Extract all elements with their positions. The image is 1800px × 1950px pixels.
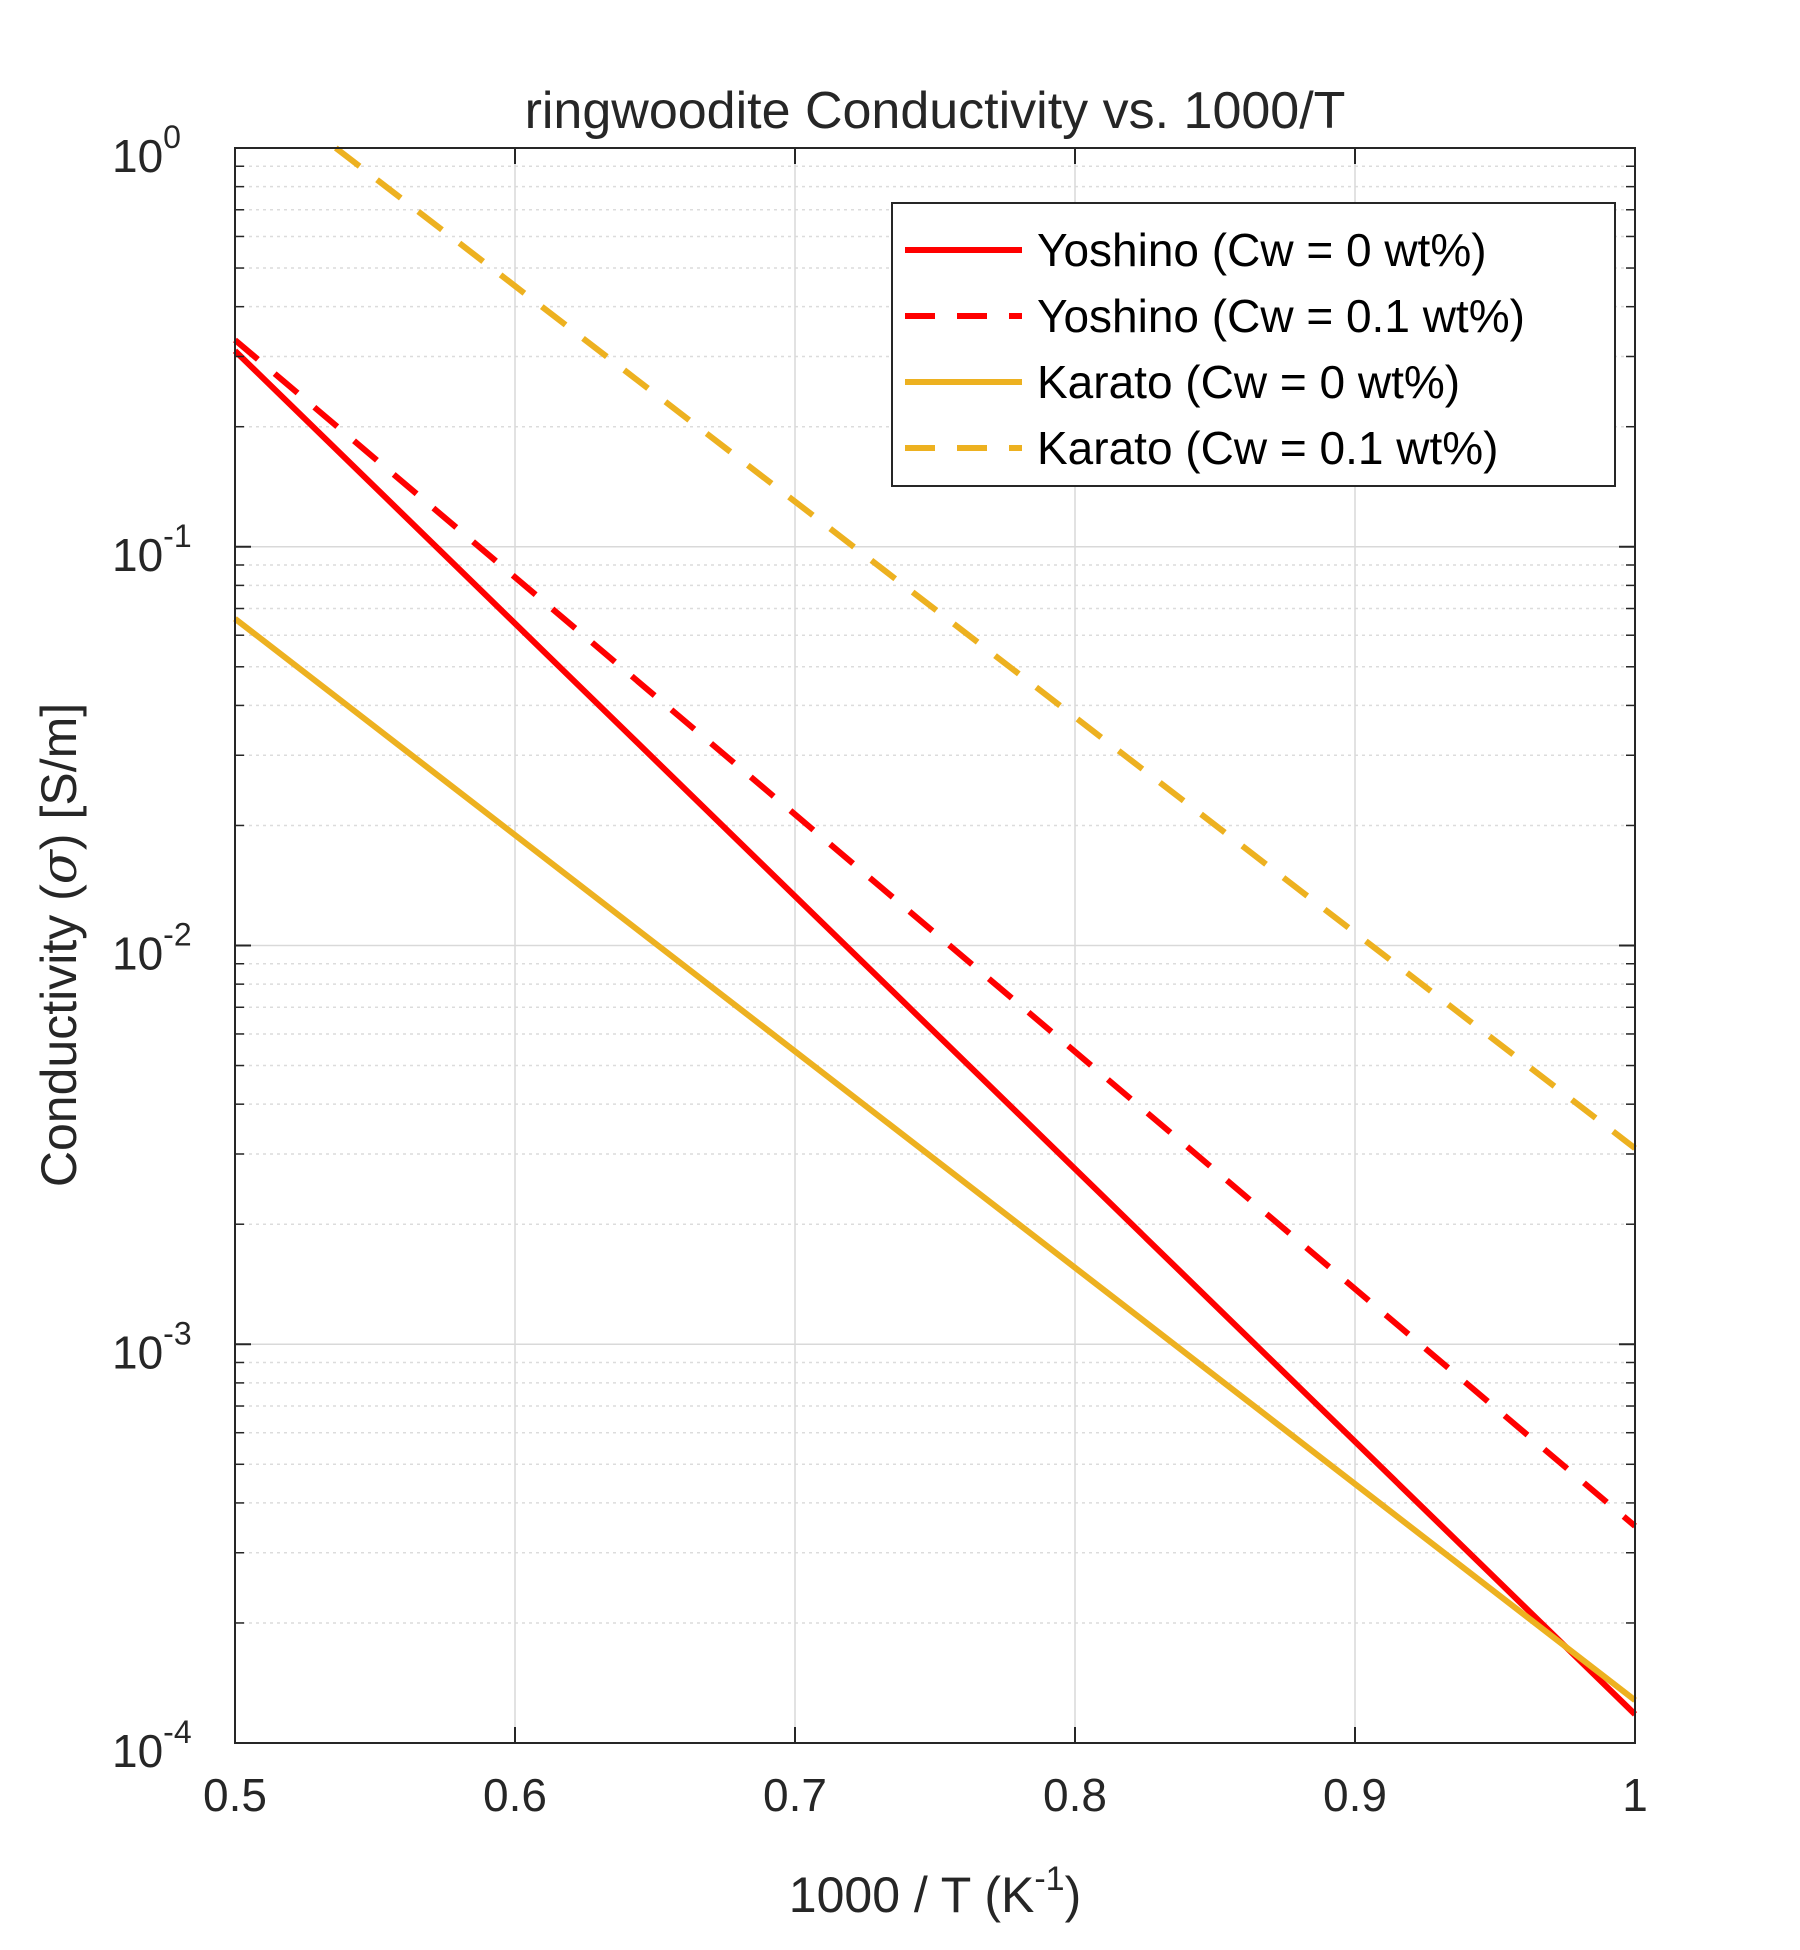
legend-label: Yoshino (Cw = 0 wt%): [1037, 224, 1487, 276]
legend-label: Karato (Cw = 0.1 wt%): [1037, 422, 1498, 474]
legend-label: Yoshino (Cw = 0.1 wt%): [1037, 290, 1525, 342]
y-axis-label-symbol: σ: [30, 848, 88, 884]
x-axis-label-base: 1000 / T (K: [789, 1867, 1035, 1923]
x-axis-label: 1000 / T (K-1): [789, 1860, 1081, 1923]
y-tick-label: 10-4: [112, 1714, 192, 1777]
y-tick-label: 10-3: [112, 1315, 192, 1378]
series-line-1: [232, 348, 1638, 1717]
x-axis-label-sup: -1: [1034, 1860, 1064, 1898]
x-tick-label: 0.7: [763, 1769, 827, 1821]
series-line-4: [333, 145, 1637, 1151]
x-tick-label: 1: [1622, 1769, 1648, 1821]
x-axis-label-tail: ): [1065, 1867, 1082, 1923]
axis-ticks: 0.5 0.6 0.7 0.8 0.9 1 100 10-1 10-2 10-3 10-4: [112, 119, 1648, 1821]
legend-label: Karato (Cw = 0 wt%): [1037, 356, 1460, 408]
y-tick-label: 10-2: [112, 917, 192, 980]
y-tick-label: 100: [112, 119, 181, 182]
chart-title: ringwoodite Conductivity vs. 1000/T: [525, 82, 1346, 140]
series-lines: [232, 145, 1638, 1717]
x-tick-label: 0.6: [483, 1769, 547, 1821]
y-axis-label-pre: Conductivity (: [31, 884, 87, 1187]
x-tick-label: 0.9: [1323, 1769, 1387, 1821]
legend: Yoshino (Cw = 0 wt%) Yoshino (Cw = 0.1 wt…: [891, 202, 1616, 487]
y-axis-label: Conductivity (σ) [S/m]: [30, 703, 88, 1187]
series-line-3: [233, 616, 1637, 1703]
y-tick-label: 10-1: [112, 518, 192, 581]
series-line-2: [233, 337, 1637, 1529]
x-tick-label: 0.8: [1043, 1769, 1107, 1821]
x-tick-label: 0.5: [203, 1769, 267, 1821]
y-axis-label-post: ) [S/m]: [31, 703, 87, 850]
